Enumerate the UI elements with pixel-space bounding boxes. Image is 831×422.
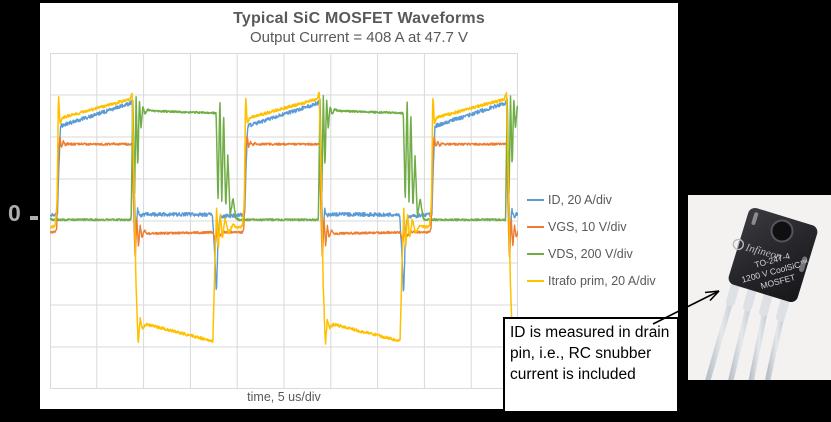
legend-item: Itrafo prim, 20 A/div [527,271,656,290]
y-axis-zero-tick [30,216,38,220]
y-axis-zero-label: 0 [8,200,21,226]
trace-itrafo-prim [50,91,518,345]
legend-item: ID, 20 A/div [527,190,656,209]
trace-vds [50,95,518,222]
package-legs [705,281,790,390]
chart-title: Typical SiC MOSFET Waveforms [233,10,485,27]
package-body [728,207,818,303]
chart-subtitle: Output Current = 408 A at 47.7 V [249,29,469,46]
legend-swatch [527,225,544,228]
annotation-box: ID is measured in drain pin, i.e., RC sn… [503,317,679,413]
legend-label: Itrafo prim, 20 A/div [548,273,656,288]
mounting-hole [770,219,794,243]
legend-item: VDS, 200 V/div [527,244,656,263]
legend-swatch [527,279,544,282]
waveform-plot [50,53,518,389]
trace-vgs [50,135,518,259]
chart-legend: ID, 20 A/div VGS, 10 V/div VDS, 200 V/div I… [527,190,656,290]
mosfet-package-image: Infineon TO-247-4 1200 V CoolSiC™ MOSFET [705,207,818,390]
legend-label: VGS, 10 V/div [548,219,627,234]
legend-swatch [527,198,544,201]
legend-label: VDS, 200 V/div [548,246,633,261]
chart-panel: Typical SiC MOSFET Waveforms Output Curr… [40,3,678,409]
x-axis-label: time, 5 us/div [247,390,321,404]
legend-label: ID, 20 A/div [548,192,612,207]
legend-item: VGS, 10 V/div [527,217,656,236]
mosfet-photo-panel: Infineon TO-247-4 1200 V CoolSiC™ MOSFET [688,195,831,390]
trace-id [50,99,518,292]
legend-swatch [527,252,544,255]
